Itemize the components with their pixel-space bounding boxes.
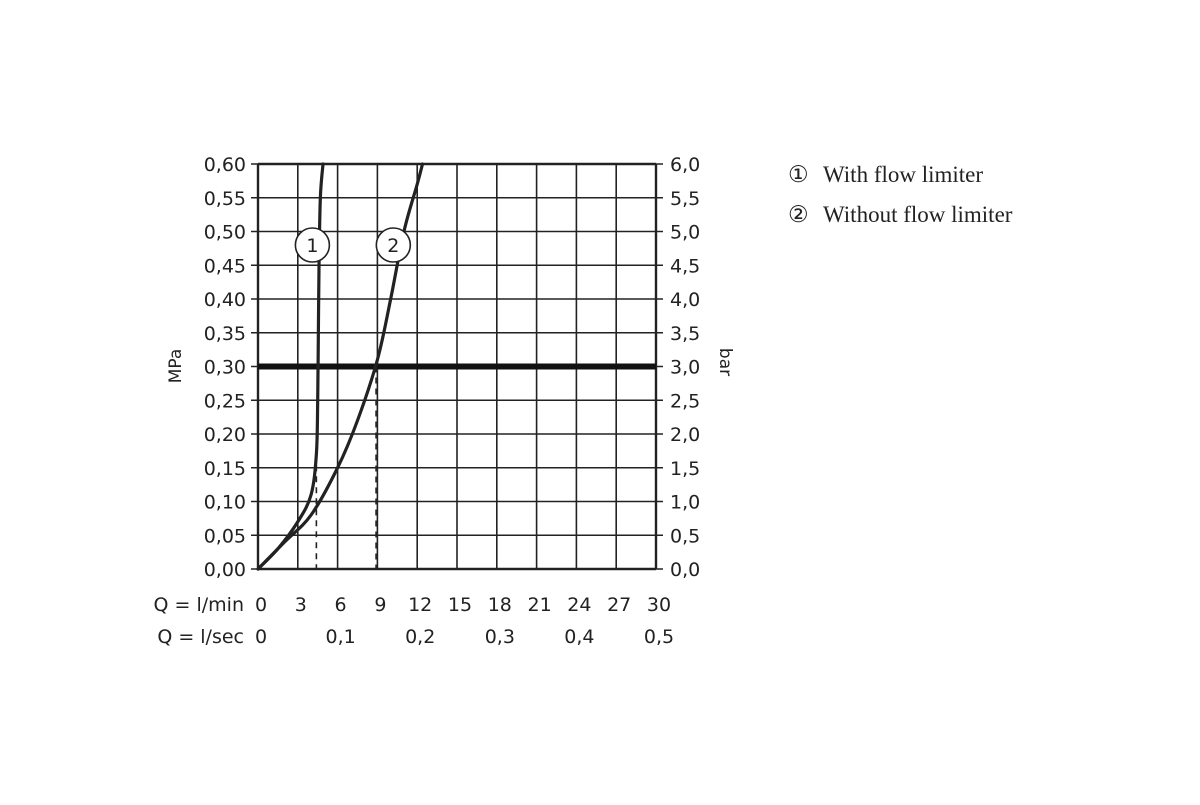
y-tick-label-right: 3,0 bbox=[670, 357, 700, 379]
y-axis-title-right: bar bbox=[715, 348, 735, 376]
y-axis-title-left: MPa bbox=[166, 349, 186, 384]
y-tick-label-right: 5,5 bbox=[670, 188, 700, 210]
x-tick-label-lmin: 0 bbox=[255, 594, 267, 616]
y-tick-label-left: 0,15 bbox=[204, 458, 246, 480]
y-tick-label-left: 0,55 bbox=[204, 188, 246, 210]
legend: ① With flow limiter ② Without flow limiter bbox=[788, 162, 1013, 227]
x-tick-label-lsec: 0,4 bbox=[564, 626, 594, 648]
x-tick-label-lmin: 9 bbox=[374, 594, 386, 616]
x-tick-label-lmin: 30 bbox=[647, 594, 671, 616]
y-tick-label-right: 2,0 bbox=[670, 424, 700, 446]
legend-symbol-2: ② bbox=[788, 202, 809, 227]
y-tick-label-right: 5,0 bbox=[670, 222, 700, 244]
x-tick-label-lmin: 21 bbox=[528, 594, 552, 616]
axis-ticks bbox=[251, 163, 663, 570]
x-tick-label-lmin: 15 bbox=[448, 594, 472, 616]
legend-label-2: Without flow limiter bbox=[823, 202, 1013, 227]
y-tick-label-left: 0,30 bbox=[204, 357, 246, 379]
y-tick-label-left: 0,25 bbox=[204, 390, 246, 412]
x-tick-label-lmin: 24 bbox=[567, 594, 591, 616]
x-tick-label-lmin: 27 bbox=[607, 594, 631, 616]
series-marker-circle-2 bbox=[375, 227, 412, 263]
x-tick-label-lmin: 18 bbox=[488, 594, 512, 616]
y-tick-label-left: 0,35 bbox=[204, 323, 246, 345]
x-tick-label-lsec: 0,1 bbox=[325, 626, 355, 648]
series-marker-circle-1 bbox=[294, 227, 331, 263]
series-marker-label-2: 2 bbox=[387, 235, 399, 257]
axis-tick-labels: 0,00 0,00,05 0,50,10 1,00,15 1,50,20 2,00,25 2… bbox=[154, 154, 735, 648]
series-line-2 bbox=[256, 162, 425, 571]
x-axis-title-lsec: Q = l/sec bbox=[157, 626, 244, 648]
y-tick-label-right: 2,5 bbox=[670, 390, 700, 412]
y-tick-label-right: 6,0 bbox=[670, 154, 700, 176]
y-tick-label-left: 0,05 bbox=[204, 525, 246, 547]
y-tick-label-right: 1,0 bbox=[670, 492, 700, 514]
y-tick-label-right: 0,0 bbox=[670, 559, 700, 581]
y-tick-label-right: 4,0 bbox=[670, 289, 700, 311]
y-tick-label-right: 3,5 bbox=[670, 323, 700, 345]
y-tick-label-right: 1,5 bbox=[670, 458, 700, 480]
x-tick-label-lsec: 0,5 bbox=[644, 626, 674, 648]
x-tick-label-lmin: 3 bbox=[295, 594, 307, 616]
y-tick-label-left: 0,45 bbox=[204, 255, 246, 277]
series-marker-label-1: 1 bbox=[306, 235, 318, 257]
x-tick-label-lsec: 0,3 bbox=[485, 626, 515, 648]
x-tick-label-lsec: 0,2 bbox=[405, 626, 435, 648]
y-tick-label-left: 0,00 bbox=[204, 559, 246, 581]
y-tick-label-left: 0,40 bbox=[204, 289, 246, 311]
legend-label-1: With flow limiter bbox=[823, 162, 983, 187]
y-tick-label-left: 0,50 bbox=[204, 222, 246, 244]
y-tick-label-left: 0,20 bbox=[204, 424, 246, 446]
x-tick-label-lmin: 12 bbox=[408, 594, 432, 616]
y-tick-label-left: 0,10 bbox=[204, 492, 246, 514]
x-axis-title-lmin: Q = l/min bbox=[154, 594, 244, 616]
legend-symbol-1: ① bbox=[788, 162, 809, 187]
y-tick-label-left: 0,60 bbox=[204, 154, 246, 176]
y-tick-label-right: 4,5 bbox=[670, 255, 700, 277]
x-tick-label-lmin: 6 bbox=[335, 594, 347, 616]
y-tick-label-right: 0,5 bbox=[670, 525, 700, 547]
x-tick-label-lsec: 0 bbox=[255, 626, 267, 648]
